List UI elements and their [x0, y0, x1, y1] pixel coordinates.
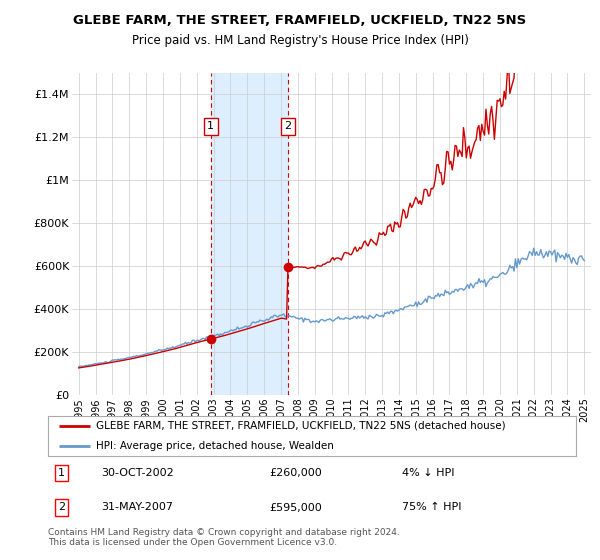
Text: 2: 2: [58, 502, 65, 512]
Text: HPI: Average price, detached house, Wealden: HPI: Average price, detached house, Weal…: [95, 441, 334, 451]
Bar: [211, 73, 288, 395]
Text: 2: 2: [284, 122, 292, 132]
Text: GLEBE FARM, THE STREET, FRAMFIELD, UCKFIELD, TN22 5NS: GLEBE FARM, THE STREET, FRAMFIELD, UCKFI…: [73, 14, 527, 27]
Text: £260,000: £260,000: [270, 468, 323, 478]
Text: GLEBE FARM, THE STREET, FRAMFIELD, UCKFIELD, TN22 5NS (detached house): GLEBE FARM, THE STREET, FRAMFIELD, UCKFI…: [95, 421, 505, 431]
Text: Price paid vs. HM Land Registry's House Price Index (HPI): Price paid vs. HM Land Registry's House …: [131, 34, 469, 46]
Text: 30-OCT-2002: 30-OCT-2002: [101, 468, 173, 478]
Text: £595,000: £595,000: [270, 502, 323, 512]
Text: Contains HM Land Registry data © Crown copyright and database right 2024.
This d: Contains HM Land Registry data © Crown c…: [48, 528, 400, 547]
Text: 1: 1: [58, 468, 65, 478]
Text: 75% ↑ HPI: 75% ↑ HPI: [402, 502, 461, 512]
Text: 1: 1: [207, 122, 214, 132]
Text: 31-MAY-2007: 31-MAY-2007: [101, 502, 173, 512]
Text: 4% ↓ HPI: 4% ↓ HPI: [402, 468, 454, 478]
